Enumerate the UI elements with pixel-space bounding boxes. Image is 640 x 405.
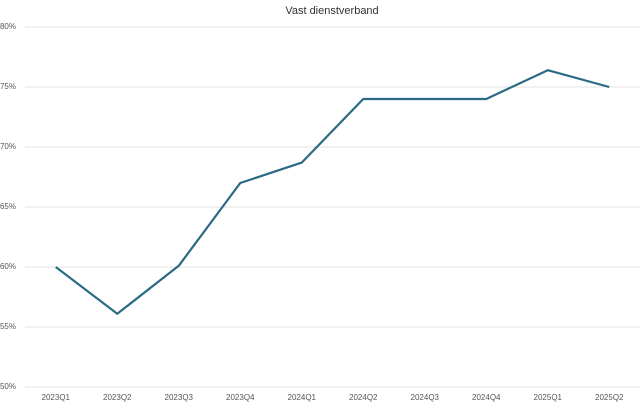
x-tick-label: 2024Q3 <box>411 393 440 402</box>
chart-title: Vast dienstverband <box>285 5 378 17</box>
y-tick-label: 65% <box>0 202 16 211</box>
x-tick-label: 2023Q4 <box>226 393 255 402</box>
x-tick-label: 2024Q2 <box>349 393 378 402</box>
x-tick-label: 2024Q4 <box>472 393 501 402</box>
y-tick-label: 70% <box>0 142 16 151</box>
line <box>55 69 610 315</box>
x-tick-label: 2023Q2 <box>103 393 132 402</box>
y-tick-label: 60% <box>0 262 16 271</box>
y-tick-label: 80% <box>0 22 16 31</box>
x-tick-label: 2023Q1 <box>42 393 71 402</box>
x-tick-label: 2023Q3 <box>165 393 194 402</box>
y-tick-label: 50% <box>0 382 16 391</box>
y-tick-label: 55% <box>0 322 16 331</box>
x-tick-label: 2024Q1 <box>288 393 317 402</box>
x-tick-label: 2025Q1 <box>534 393 563 402</box>
y-tick-label: 75% <box>0 82 16 91</box>
x-tick-label: 2025Q2 <box>595 393 624 402</box>
